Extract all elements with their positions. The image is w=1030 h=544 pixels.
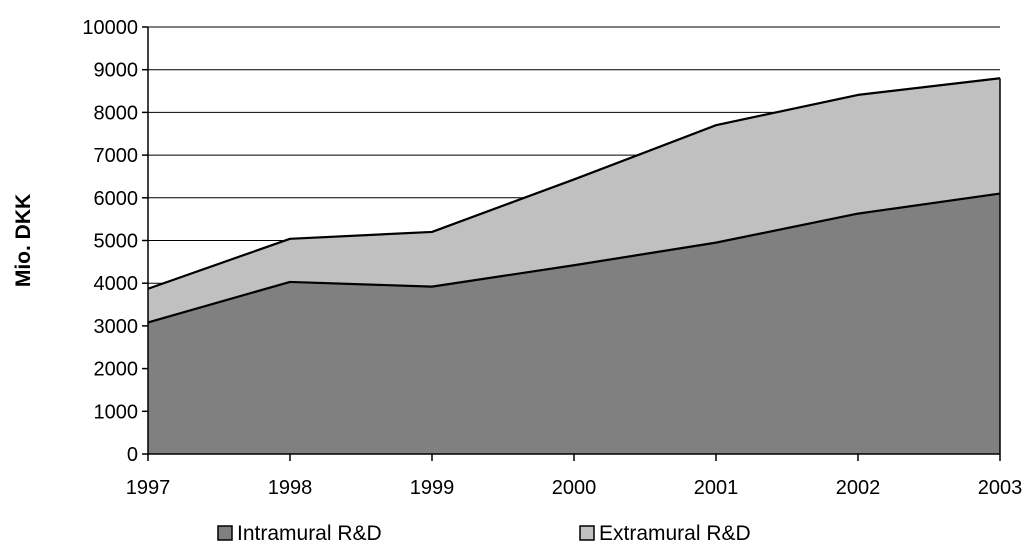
y-tick-label-0: 0 [127, 444, 138, 466]
y-tick-label-1000: 1000 [94, 401, 139, 423]
legend-swatch-0 [217, 525, 233, 541]
y-tick-label-3000: 3000 [94, 316, 139, 338]
x-tick-label-1999: 1999 [410, 477, 455, 499]
y-tick-label-2000: 2000 [94, 359, 139, 381]
x-tick-label-2000: 2000 [552, 477, 597, 499]
area-series-1 [148, 78, 1000, 323]
x-tick-label-2002: 2002 [836, 477, 881, 499]
y-tick-labels: 0 1000 2000 3000 4000 5000 6000 7000 8000 9000 100… [82, 17, 138, 466]
area-outline-series-1 [147, 77, 1001, 290]
y-axis-title: Mio. DKK [12, 194, 35, 287]
area-outline-series-0 [147, 192, 1001, 324]
y-tick-label-10000: 10000 [82, 17, 138, 39]
x-tick-label-1997: 1997 [126, 477, 171, 499]
x-tick-label-1998: 1998 [268, 477, 313, 499]
y-tick-label-8000: 8000 [94, 102, 139, 124]
legend-label-1: Extramural R&D [599, 522, 751, 544]
x-tick-label-2001: 2001 [694, 477, 739, 499]
legend-label-0: Intramural R&D [237, 522, 382, 544]
y-tick-label-7000: 7000 [94, 145, 139, 167]
chart-areas [147, 77, 1001, 454]
area-series-0 [148, 193, 1000, 454]
legend-swatch-1 [579, 525, 595, 541]
y-tick-label-9000: 9000 [94, 60, 139, 82]
x-tick-label-2003: 2003 [978, 477, 1023, 499]
axes [142, 26, 1001, 461]
y-tick-label-4000: 4000 [94, 273, 139, 295]
y-tick-label-5000: 5000 [94, 231, 139, 253]
x-tick-labels: 1997 1998 1999 2000 2001 2002 2003 [126, 477, 1023, 499]
y-tick-label-6000: 6000 [94, 188, 139, 210]
legend: Intramural R&D Extramural R&D [217, 522, 751, 544]
